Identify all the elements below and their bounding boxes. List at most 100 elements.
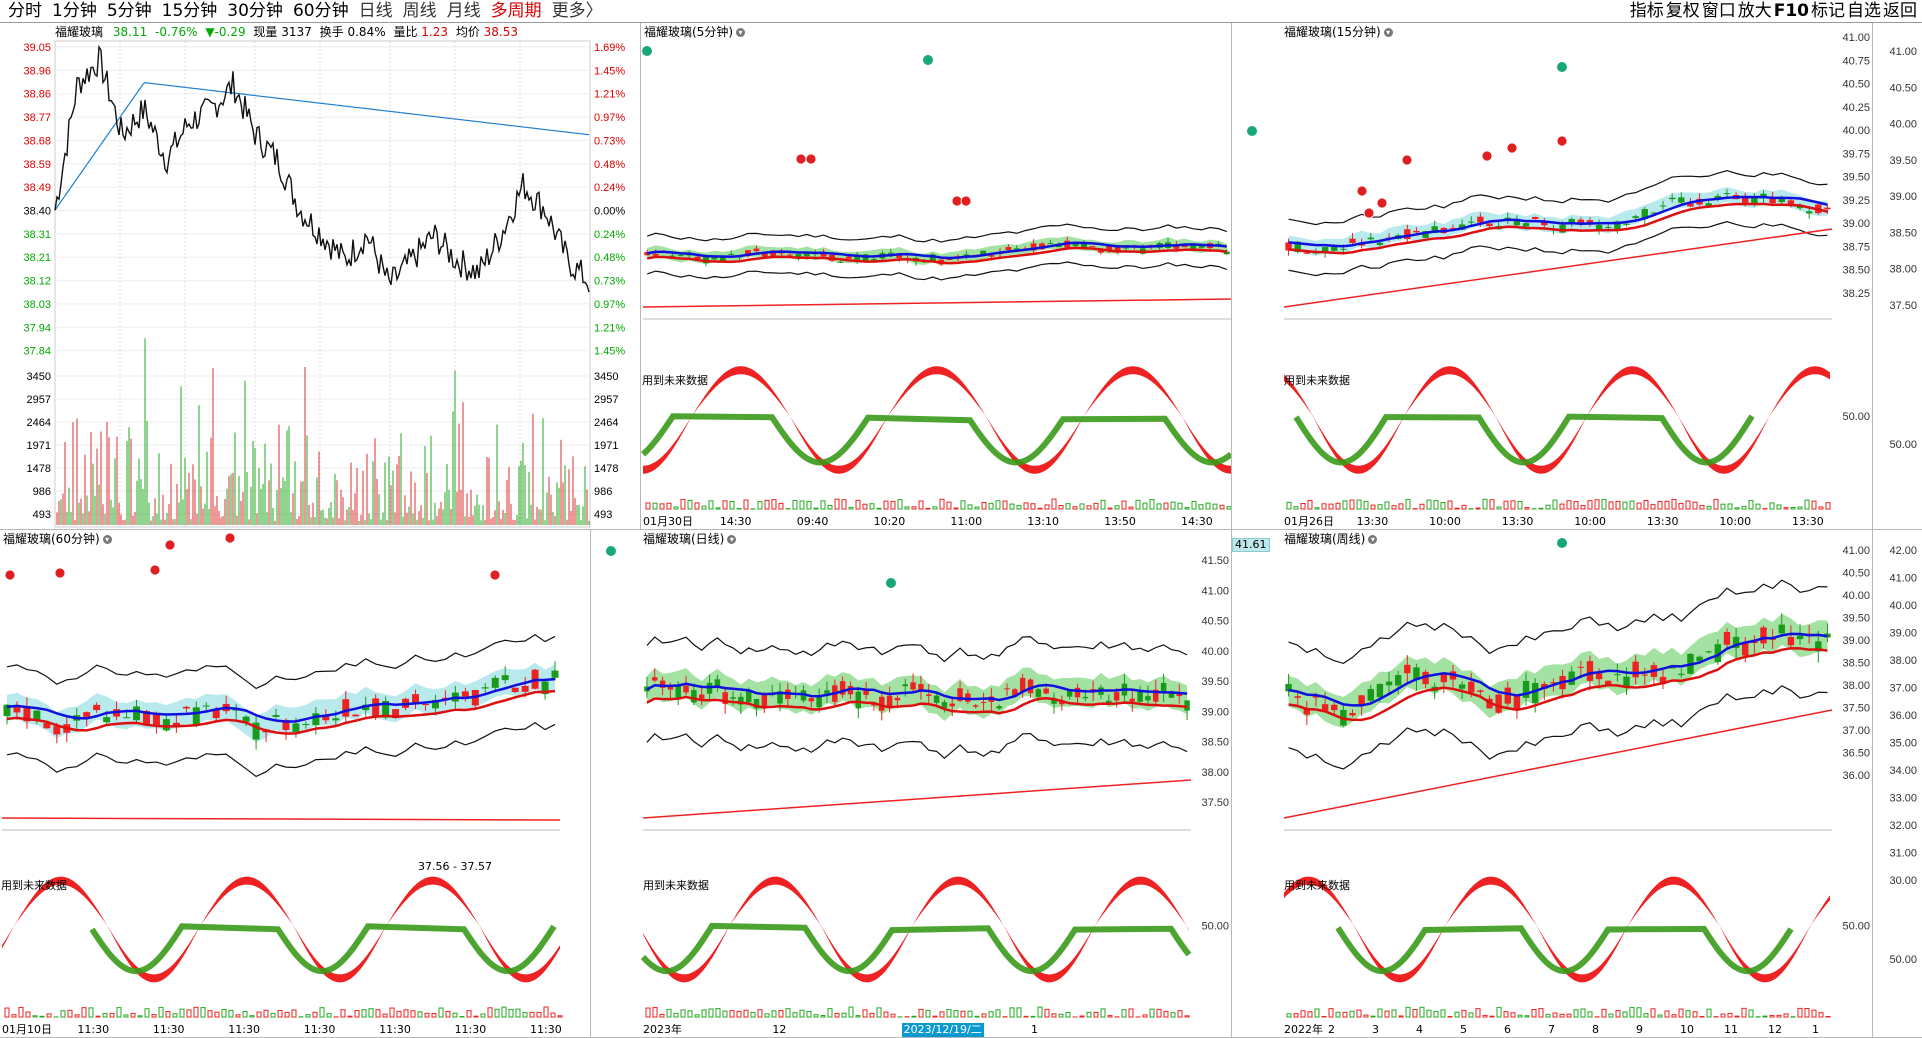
hist-bar	[947, 1010, 951, 1017]
hist-bar	[1101, 500, 1105, 509]
candle-body	[1706, 651, 1712, 652]
hist-bar	[1150, 500, 1154, 509]
hist-bar	[856, 1016, 860, 1017]
down-signal-badge	[1247, 126, 1257, 136]
candle-body	[1468, 682, 1474, 693]
trend-line	[643, 780, 1191, 818]
hist-bar	[488, 1008, 492, 1017]
price-tick: 38.25	[1842, 288, 1870, 300]
date-tick: 3	[1372, 1023, 1379, 1037]
chart-5min[interactable]	[641, 23, 1231, 529]
hist-bar	[1539, 508, 1543, 509]
chart-weekly[interactable]: 41.0040.5040.0039.5039.0038.5038.0037.50…	[1232, 530, 1872, 1037]
candle-body	[1623, 224, 1629, 225]
hist-bar	[751, 1012, 755, 1017]
right-axis-top-scale: 41.0040.5040.0039.5039.0038.5038.0037.50…	[1873, 23, 1922, 529]
toolbar-button-2[interactable]: 窗口	[1701, 1, 1737, 21]
hist-bar	[1038, 508, 1042, 509]
hist-bar	[1420, 504, 1424, 509]
hist-bar	[1560, 504, 1564, 509]
price-tick: 39.50	[1889, 155, 1917, 167]
price-tick: 39.75	[1842, 148, 1870, 160]
hist-bar	[467, 1011, 471, 1017]
hist-bar	[1546, 1014, 1550, 1017]
candle-body	[332, 718, 339, 720]
price-tick: 39.00	[1889, 628, 1917, 640]
period-tab[interactable]: 月线	[443, 1, 487, 21]
price-tick: 33.00	[1889, 793, 1917, 805]
down-signal-badge	[1557, 62, 1567, 72]
pct-tick: 1.21%	[594, 89, 625, 101]
hist-bar	[1728, 504, 1732, 509]
osc-level: 50.00	[1842, 411, 1870, 423]
period-tab[interactable]: 30分钟	[223, 1, 289, 21]
down-signal-badge	[642, 46, 652, 56]
hist-bar	[1143, 1015, 1147, 1017]
period-tab[interactable]: 15分钟	[158, 1, 224, 21]
period-tab[interactable]: 周线	[399, 1, 443, 21]
toolbar-button-0[interactable]: 指标	[1629, 1, 1665, 21]
hist-bar	[320, 1008, 324, 1017]
candle-body	[1678, 674, 1684, 675]
hist-bar	[772, 500, 776, 509]
hist-bar	[544, 1007, 548, 1017]
candle-body	[1632, 216, 1638, 218]
hist-bar	[187, 1010, 191, 1017]
chart-daily[interactable]: 41.5041.0040.5040.0039.5039.0038.5038.00…	[591, 530, 1231, 1037]
hist-bar	[124, 1015, 128, 1017]
hist-bar	[1651, 1009, 1655, 1017]
hist-bar	[919, 501, 923, 509]
date-tick: 10:00	[1719, 515, 1751, 529]
toolbar-button-7[interactable]: 返回	[1882, 1, 1918, 21]
period-tab[interactable]: 1分钟	[48, 1, 103, 21]
price-tick: 37.50	[1889, 300, 1917, 312]
hist-bar	[1185, 508, 1189, 509]
chart-15min[interactable]: 41.0040.7540.5040.2540.0039.7539.5039.25…	[1232, 23, 1872, 529]
period-tab[interactable]: 60分钟	[289, 1, 355, 21]
hist-bar	[1059, 1014, 1063, 1017]
period-tab[interactable]: 日线	[355, 1, 399, 21]
hist-bar	[1087, 1012, 1091, 1017]
toolbar-button-5[interactable]: 标记	[1810, 1, 1846, 21]
price-tick: 40.50	[1889, 82, 1917, 94]
hist-bar	[1609, 1014, 1613, 1017]
date-tick: 2023/12/19/二	[902, 1023, 984, 1037]
hist-bar	[1497, 507, 1501, 509]
hist-bar	[12, 1015, 16, 1017]
hist-bar	[891, 1014, 895, 1017]
signal-badge	[1557, 136, 1567, 146]
hist-bar	[1469, 1013, 1473, 1017]
hist-bar	[1462, 1010, 1466, 1017]
toolbar-button-1[interactable]: 复权	[1665, 1, 1701, 21]
hist-bar	[814, 1015, 818, 1017]
hist-bar	[502, 1007, 506, 1017]
hist-bar	[744, 1010, 748, 1017]
toolbar-button-3[interactable]: 放大	[1737, 1, 1773, 21]
hist-bar	[1686, 501, 1690, 509]
candle-body	[183, 707, 190, 709]
period-tab[interactable]: 多周期	[487, 1, 548, 21]
candle-body	[133, 706, 140, 720]
period-tab[interactable]: 更多〉	[548, 1, 609, 21]
hist-bar	[653, 1008, 657, 1017]
trend-line	[1284, 710, 1832, 818]
hist-bar	[131, 1013, 135, 1017]
candle-body	[1036, 689, 1041, 697]
hist-bar	[1574, 502, 1578, 509]
chart-60min[interactable]	[0, 530, 590, 1037]
hist-bar	[1553, 1013, 1557, 1017]
period-tab[interactable]: 5分钟	[103, 1, 158, 21]
toolbar-button-4[interactable]: F10	[1773, 1, 1810, 21]
hist-bar	[1707, 506, 1711, 509]
toolbar-button-6[interactable]: 自选	[1846, 1, 1882, 21]
hist-bar	[1213, 504, 1217, 509]
hist-bar	[1644, 1014, 1648, 1017]
date-tick: 10:00	[1429, 515, 1461, 529]
period-tab[interactable]: 分时	[4, 1, 48, 21]
candle-body	[352, 715, 359, 717]
date-tick: 11	[1724, 1023, 1738, 1037]
date-tick: 09:40	[797, 515, 829, 529]
hist-bar	[688, 500, 692, 509]
